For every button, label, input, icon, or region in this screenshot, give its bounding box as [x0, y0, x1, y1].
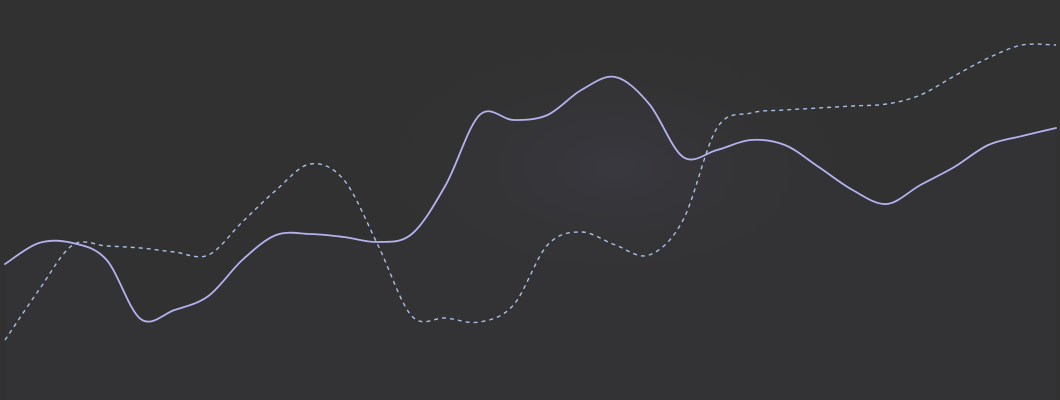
series-1-point-26: [885, 202, 889, 206]
series-1-point-5: [173, 308, 177, 312]
series-2-point-3: [105, 244, 109, 248]
series-1-point-15: [512, 118, 516, 122]
series-1-point-7: [240, 258, 244, 262]
series-1-point-9: [308, 232, 312, 236]
series-2-point-20: [681, 218, 685, 222]
series-2-point-2: [71, 243, 75, 247]
series-2-point-5: [173, 250, 177, 254]
series-2-point-25: [851, 104, 855, 108]
series-1-point-31: [1054, 126, 1058, 130]
series-2-point-7: [240, 220, 244, 224]
highlight-glow: [339, 16, 891, 320]
series-1-point-0: [3, 262, 7, 266]
series-2-point-4: [139, 246, 143, 250]
series-1-point-10: [342, 235, 346, 239]
series-1-point-3: [105, 258, 109, 262]
series-1-point-16: [546, 113, 550, 117]
series-2-point-21: [715, 126, 719, 130]
series-2-point-12: [410, 314, 414, 318]
series-1-point-17: [579, 88, 583, 92]
series-1-point-23: [783, 143, 787, 147]
series-1-point-12: [410, 232, 414, 236]
series-2-point-19: [647, 253, 651, 257]
series-1-point-13: [444, 183, 448, 187]
series-2-point-14: [478, 320, 482, 324]
series-2-point-22: [749, 111, 753, 115]
series-2-point-28: [952, 74, 956, 78]
series-1-point-29: [986, 143, 990, 147]
series-2-point-6: [206, 253, 210, 257]
series-1-point-22: [749, 138, 753, 142]
series-2-point-8: [274, 188, 278, 192]
series-2-point-10: [342, 178, 346, 182]
series-1-point-6: [206, 294, 210, 298]
series-2-point-26: [885, 102, 889, 106]
series-1-point-14: [478, 113, 482, 117]
series-2-point-31: [1054, 43, 1058, 47]
series-1-point-20: [681, 155, 685, 159]
series-1-point-18: [613, 75, 617, 79]
series-2-point-24: [817, 106, 821, 110]
series-1-point-28: [952, 165, 956, 169]
series-1-point-4: [139, 317, 143, 321]
series-1-point-24: [817, 165, 821, 169]
series-2-point-18: [613, 243, 617, 247]
series-2-point-30: [1020, 43, 1024, 47]
series-1-point-1: [37, 241, 41, 245]
series-2-point-9: [308, 162, 312, 166]
series-1-point-30: [1020, 134, 1024, 138]
series-2-point-27: [918, 93, 922, 97]
series-2-point-15: [512, 303, 516, 307]
series-1-line: [4, 75, 1057, 323]
series-2-point-23: [783, 108, 787, 112]
series-1-point-25: [851, 188, 855, 192]
series-1-point-19: [647, 102, 651, 106]
series-2-point-1: [37, 288, 41, 292]
series-1-point-8: [274, 233, 278, 237]
series-2-point-16: [546, 243, 550, 247]
series-2-point-11: [376, 243, 380, 247]
series-2-line: [4, 43, 1057, 341]
series-2-point-17: [579, 230, 583, 234]
series-2-point-29: [986, 56, 990, 60]
series-2-point-13: [444, 316, 448, 320]
series-1-point-27: [918, 183, 922, 187]
series-1-point-21: [715, 148, 719, 152]
series-2-point-0: [3, 338, 7, 342]
